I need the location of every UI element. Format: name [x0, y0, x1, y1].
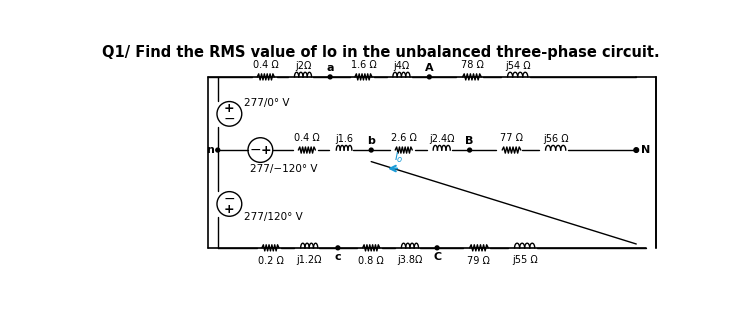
Text: j3.8Ω: j3.8Ω [398, 255, 423, 265]
Text: 77 Ω: 77 Ω [500, 133, 523, 143]
Circle shape [435, 246, 439, 250]
Circle shape [634, 148, 638, 152]
Text: 277/−120° V: 277/−120° V [250, 164, 317, 174]
Text: a: a [326, 63, 334, 73]
Text: 1.6 Ω: 1.6 Ω [350, 60, 376, 70]
Circle shape [336, 246, 340, 250]
Text: 277/120° V: 277/120° V [244, 212, 303, 222]
Circle shape [468, 148, 472, 152]
Text: N: N [641, 145, 650, 155]
Text: n: n [206, 145, 214, 155]
Text: 0.2 Ω: 0.2 Ω [257, 256, 284, 266]
Circle shape [369, 148, 374, 152]
Text: A: A [425, 63, 433, 73]
Text: j4Ω: j4Ω [393, 61, 410, 71]
Circle shape [328, 75, 332, 79]
Circle shape [216, 148, 220, 152]
Text: b: b [368, 136, 375, 146]
Text: 2.6 Ω: 2.6 Ω [391, 133, 417, 143]
Text: 78 Ω: 78 Ω [460, 60, 484, 70]
Text: 0.4 Ω: 0.4 Ω [294, 133, 320, 143]
Text: 0.8 Ω: 0.8 Ω [358, 256, 384, 266]
Text: j56 Ω: j56 Ω [543, 134, 568, 144]
Text: j2.4Ω: j2.4Ω [429, 134, 454, 144]
Text: C: C [433, 252, 441, 262]
Text: B: B [466, 136, 474, 146]
Text: j2Ω: j2Ω [295, 61, 311, 71]
Text: −: − [224, 112, 236, 126]
Text: −: − [224, 192, 236, 205]
Text: o: o [397, 155, 402, 164]
Text: c: c [334, 252, 341, 262]
Text: j54 Ω: j54 Ω [505, 61, 530, 71]
Text: 277/0° V: 277/0° V [244, 98, 290, 108]
Text: 79 Ω: 79 Ω [467, 256, 490, 266]
Circle shape [427, 75, 431, 79]
Text: +: + [224, 102, 235, 115]
Text: Q1/ Find the RMS value of lo in the unbalanced three-phase circuit.: Q1/ Find the RMS value of lo in the unba… [102, 44, 659, 60]
Text: 0.4 Ω: 0.4 Ω [253, 60, 279, 70]
Text: I: I [394, 152, 398, 162]
Text: j55 Ω: j55 Ω [512, 255, 538, 265]
Text: j1.2Ω: j1.2Ω [296, 255, 322, 265]
Text: −: − [249, 143, 261, 157]
Text: j1.6: j1.6 [335, 134, 353, 144]
Text: +: + [260, 144, 271, 156]
Text: +: + [224, 203, 235, 216]
